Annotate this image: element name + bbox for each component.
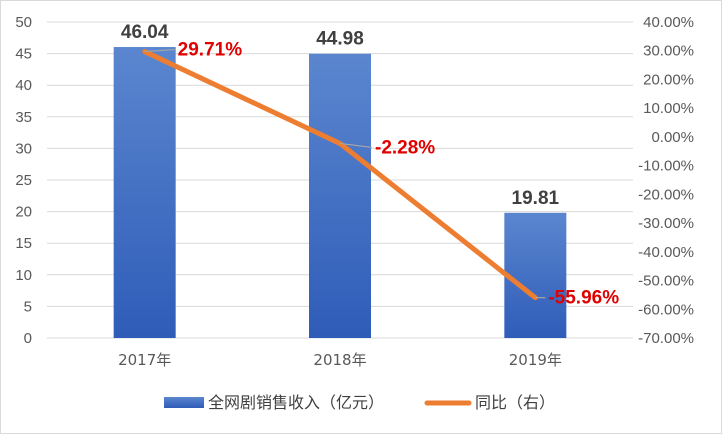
bar: [309, 53, 371, 338]
legend-swatch-bar: [164, 397, 204, 408]
data-labels: 46.04 44.98 19.81 29.71% -2.28% -55.96%: [121, 22, 619, 309]
right-tick-label: -40.00%: [638, 244, 694, 261]
yoy-value-label: 29.71%: [178, 40, 243, 61]
x-tick-label: 2018年: [313, 351, 366, 369]
x-axis: 2017年 2018年 2019年: [118, 351, 562, 369]
yoy-value-label: -2.28%: [375, 137, 435, 158]
legend-label-line: 同比（右）: [475, 393, 555, 412]
bar-value-label: 44.98: [316, 29, 364, 50]
right-tick-label: 20.00%: [643, 71, 694, 88]
label-leader-line: [144, 48, 175, 53]
left-tick-label: 10: [15, 267, 32, 284]
bar-value-label: 46.04: [121, 22, 169, 43]
right-axis: -70.00% -60.00% -50.00% -40.00% -30.00% -20.0…: [638, 14, 694, 347]
left-axis: 0 5 10 15 20 25 30 35 40 45 50: [15, 14, 32, 347]
right-tick-label: -60.00%: [638, 301, 694, 318]
x-tick-label: 2017年: [118, 351, 171, 369]
bar-series: [113, 47, 567, 339]
yoy-value-label: -55.96%: [548, 288, 619, 309]
bar: [504, 212, 567, 338]
right-tick-label: -20.00%: [638, 186, 694, 203]
legend-label-bar: 全网剧销售收入（亿元）: [208, 393, 384, 412]
left-tick-label: 40: [15, 77, 32, 94]
right-tick-label: 40.00%: [643, 14, 694, 31]
left-tick-label: 0: [24, 330, 32, 347]
x-tick-label: 2019年: [509, 351, 562, 369]
left-tick-label: 30: [15, 140, 32, 157]
left-tick-label: 45: [15, 46, 32, 63]
right-tick-label: 0.00%: [651, 129, 694, 146]
bar-value-label: 19.81: [512, 188, 560, 209]
right-tick-label: -50.00%: [638, 273, 694, 290]
right-tick-label: 30.00%: [643, 43, 694, 60]
left-tick-label: 15: [15, 235, 32, 252]
left-tick-label: 20: [15, 204, 32, 221]
legend: 全网剧销售收入（亿元） 同比（右）: [164, 393, 555, 412]
left-tick-label: 25: [15, 172, 32, 189]
label-leader-line: [339, 142, 373, 149]
bar: [113, 47, 176, 339]
right-tick-label: -10.00%: [638, 158, 694, 175]
right-tick-label: -70.00%: [638, 330, 694, 347]
left-tick-label: 35: [15, 109, 32, 126]
right-tick-label: 10.00%: [643, 100, 694, 117]
left-tick-label: 50: [15, 14, 32, 31]
right-tick-label: -30.00%: [638, 215, 694, 232]
left-tick-label: 5: [24, 298, 32, 315]
